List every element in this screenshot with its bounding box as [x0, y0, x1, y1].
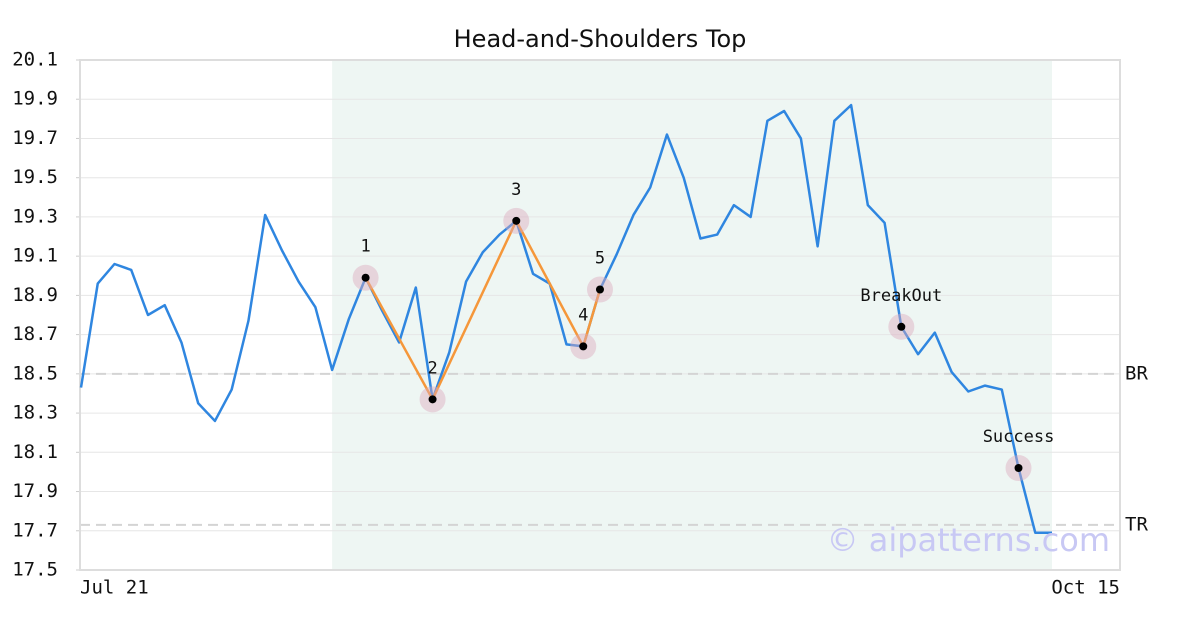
level-label: BR	[1125, 362, 1148, 384]
marker	[595, 285, 604, 294]
x-tick-label: Oct 15	[1051, 577, 1120, 599]
marker-label: 5	[595, 249, 605, 269]
watermark: © aipatterns.com	[827, 521, 1110, 559]
price-line	[79, 103, 1052, 534]
marker-label: 2	[427, 358, 437, 378]
x-tick-label: Jul 21	[80, 577, 149, 599]
marker-label: 3	[511, 180, 521, 200]
marker	[1014, 464, 1023, 472]
y-tick-label: 19.5	[12, 166, 58, 188]
y-tick-label: 17.5	[12, 559, 58, 581]
y-tick-label: 18.1	[12, 441, 58, 463]
y-tick-label: 19.9	[12, 88, 58, 110]
marker	[361, 273, 370, 282]
chart-title: Head-and-Shoulders Top	[454, 25, 747, 53]
y-tick-label: 19.3	[12, 205, 58, 227]
shaded-region	[332, 60, 1052, 570]
y-tick-label: 18.5	[12, 362, 58, 384]
plot-border	[79, 59, 1121, 571]
y-tick-label: 17.7	[12, 519, 58, 541]
y-tick-label: 19.1	[12, 245, 58, 267]
marker-label: 1	[360, 237, 370, 257]
marker	[579, 342, 588, 351]
y-tick-label: 18.3	[12, 402, 58, 424]
marker-label: 4	[578, 305, 588, 325]
marker	[897, 322, 906, 331]
marker	[512, 216, 521, 225]
marker	[428, 395, 437, 404]
y-tick-label: 18.7	[12, 323, 58, 345]
marker-label: Success	[983, 427, 1055, 447]
y-tick-label: 20.1	[12, 49, 58, 71]
level-label: TR	[1125, 513, 1148, 535]
y-tick-label: 19.7	[12, 127, 58, 149]
y-tick-label: 18.9	[12, 284, 58, 306]
marker-label: BreakOut	[860, 286, 942, 306]
y-tick-label: 17.9	[12, 480, 58, 502]
